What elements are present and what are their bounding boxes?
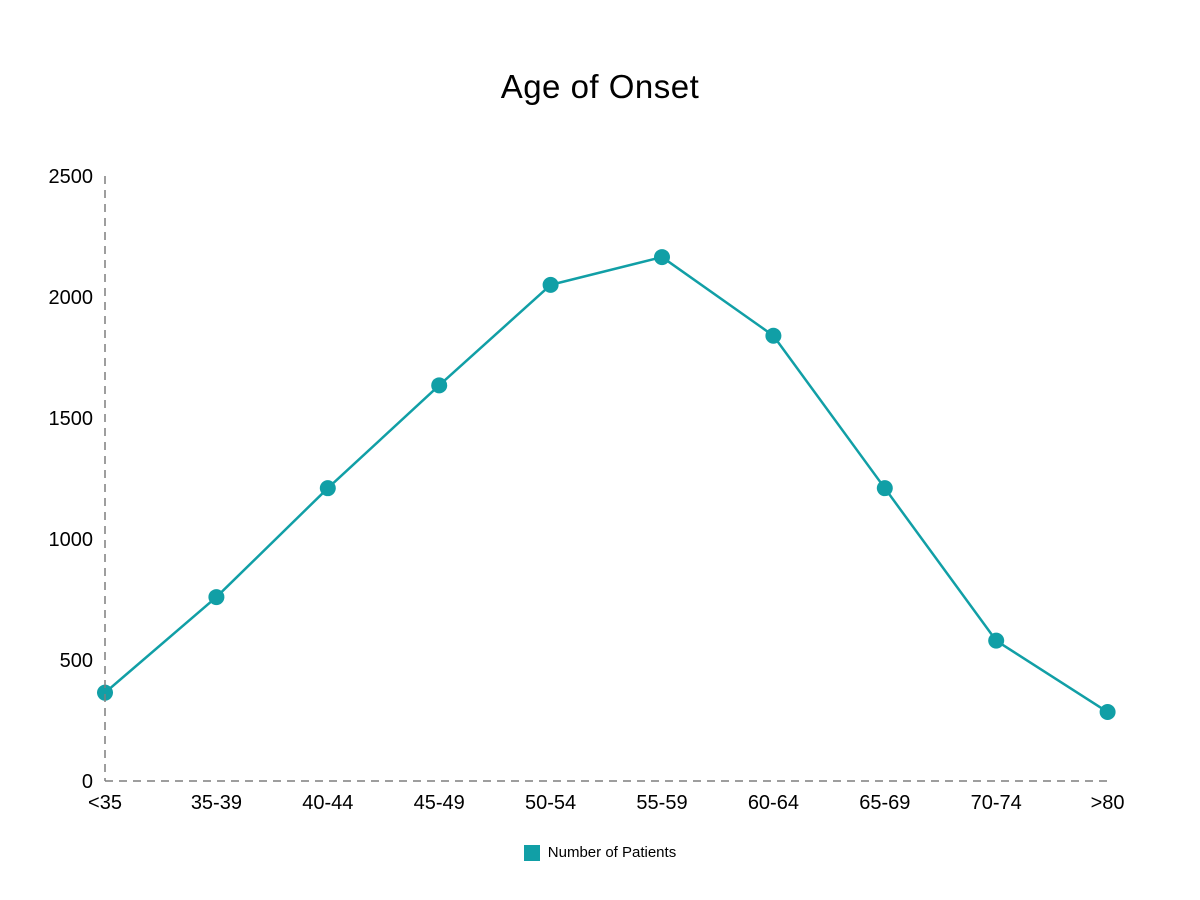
- y-axis-tick-label: 0: [82, 771, 93, 793]
- x-axis-category-label: 65-69: [859, 792, 910, 814]
- data-point-marker: [431, 377, 448, 394]
- data-point-marker: [1099, 704, 1116, 721]
- legend: Number of Patients: [0, 844, 1200, 861]
- data-point-marker: [876, 480, 893, 497]
- chart-title: Age of Onset: [500, 68, 700, 105]
- x-axis-category-label: <35: [88, 792, 122, 814]
- x-axis-category-label: 70-74: [971, 792, 1022, 814]
- x-axis-category-label: 55-59: [636, 792, 687, 814]
- x-axis-category-label: 35-39: [191, 792, 242, 814]
- x-axis-category-label: >80: [1091, 792, 1125, 814]
- data-point-marker: [319, 480, 336, 497]
- legend-swatch: [523, 844, 540, 861]
- data-point-marker: [988, 632, 1005, 649]
- series-line: [104, 255, 1109, 714]
- x-axis-category-label: 60-64: [748, 792, 799, 814]
- legend-label: Number of Patients: [547, 844, 677, 861]
- data-point-marker: [765, 327, 782, 344]
- x-axis-category-label: 50-54: [525, 792, 576, 814]
- y-axis-tick-label: 1500: [49, 408, 94, 430]
- y-axis-tick-label: 1000: [49, 529, 94, 551]
- data-point-marker: [542, 276, 559, 293]
- data-point-marker: [654, 249, 670, 266]
- y-axis-tick-label: 2000: [49, 287, 94, 309]
- y-axis-tick-label: 2500: [49, 166, 94, 188]
- x-axis-category-label: 40-44: [302, 792, 353, 814]
- data-point-marker: [97, 684, 113, 701]
- data-point-marker: [208, 589, 225, 606]
- y-axis-tick-label: 500: [60, 650, 93, 672]
- x-axis-category-label: 45-49: [414, 792, 465, 814]
